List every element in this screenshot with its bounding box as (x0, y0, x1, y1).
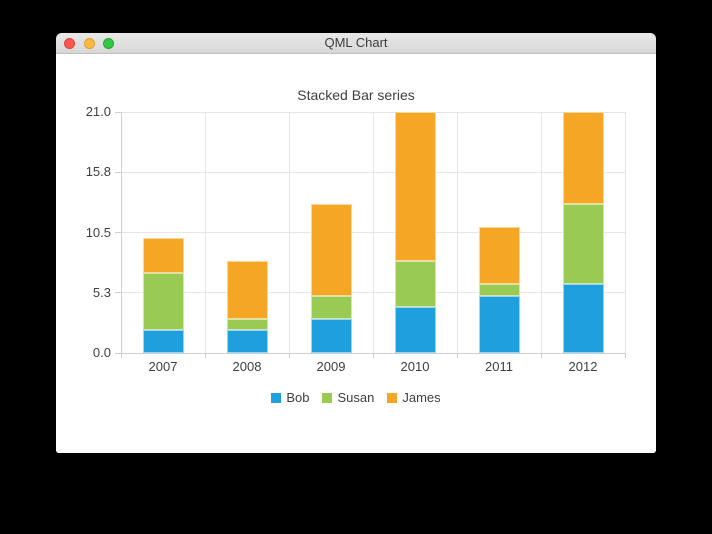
plot-area: 0.0 5.3 10.5 15.8 21.0 2007 2008 2009 2010 2011 20… (56, 54, 656, 453)
y-tick-label: 15.8 (85, 164, 111, 180)
y-axis-tick (115, 111, 121, 113)
y-axis-line (120, 112, 122, 353)
legend-item-james: James (387, 390, 441, 405)
legend-label: Susan (337, 390, 375, 405)
bar-segment-susan-2009 (310, 295, 352, 319)
bar-segment-bob-2009 (310, 318, 352, 353)
chart-view: Stacked Bar series 0.0 5.3 10.5 15.8 21.0 200… (56, 54, 656, 453)
x-axis-label-2012: 2012 (568, 359, 598, 374)
x-axis-label-2007: 2007 (148, 359, 178, 374)
y-tick-label: 21.0 (85, 104, 111, 119)
bar-segment-susan-2011 (478, 284, 520, 296)
legend-marker-icon (387, 392, 398, 403)
bar-segment-bob-2011 (478, 295, 520, 353)
bar-segment-james-2008 (226, 261, 268, 319)
y-tick-label: 5.3 (92, 284, 111, 300)
chart-legend: Bob Susan James (56, 390, 656, 405)
x-gridline (204, 112, 206, 353)
bar-segment-susan-2010 (394, 261, 436, 308)
y-axis-tick (115, 171, 121, 173)
window-titlebar[interactable]: QML Chart (56, 33, 656, 54)
bar-segment-bob-2012 (562, 284, 604, 353)
legend-label: Bob (286, 390, 310, 405)
bar-segment-susan-2012 (562, 203, 604, 285)
y-tick-label: 0.0 (92, 345, 111, 360)
x-axis-tick (120, 353, 122, 358)
x-axis-tick (624, 353, 626, 358)
y-axis-tick (115, 232, 121, 233)
legend-marker-icon (271, 392, 282, 403)
bar-segment-james-2009 (310, 203, 352, 296)
x-axis-tick (204, 353, 206, 358)
legend-item-bob: Bob (271, 390, 309, 405)
x-gridline (372, 112, 374, 353)
legend-marker-icon (322, 392, 333, 403)
y-tick-label: 10.5 (85, 224, 111, 240)
zoom-button-icon[interactable] (103, 37, 114, 49)
legend-label: James (402, 390, 441, 405)
x-axis-tick (288, 353, 290, 358)
bar-segment-james-2012 (562, 112, 604, 204)
x-gridline (540, 112, 542, 353)
y-axis-tick (115, 292, 121, 294)
x-axis-tick (456, 353, 458, 358)
close-button-icon[interactable] (64, 37, 75, 49)
bar-segment-bob-2007 (142, 330, 184, 353)
x-axis-tick (372, 353, 374, 358)
bar-segment-bob-2008 (226, 330, 268, 353)
x-axis-tick (540, 353, 542, 358)
x-axis-label-2009: 2009 (316, 359, 346, 374)
legend-item-susan: Susan (322, 390, 374, 405)
window-title: QML Chart (324, 35, 388, 50)
qml-chart-window: QML Chart Stacked Bar series 0.0 5.3 10.5 1… (56, 33, 656, 453)
x-gridline (456, 112, 458, 353)
x-gridline (288, 112, 290, 353)
chart-title: Stacked Bar series (297, 87, 415, 103)
bar-segment-james-2007 (142, 238, 184, 273)
bar-segment-james-2010 (394, 112, 436, 262)
x-axis-label-2010: 2010 (400, 359, 430, 374)
x-axis-label-2008: 2008 (232, 359, 262, 374)
bar-segment-james-2011 (478, 226, 520, 285)
bar-segment-susan-2007 (142, 272, 184, 331)
bar-segment-susan-2008 (226, 318, 268, 331)
y-axis-tick (115, 352, 121, 354)
x-axis-label-2011: 2011 (485, 359, 513, 374)
bar-segment-bob-2010 (394, 307, 436, 353)
minimize-button-icon[interactable] (83, 37, 95, 49)
x-axis-line (121, 352, 625, 354)
x-gridline (624, 112, 626, 353)
window-controls (64, 37, 114, 49)
